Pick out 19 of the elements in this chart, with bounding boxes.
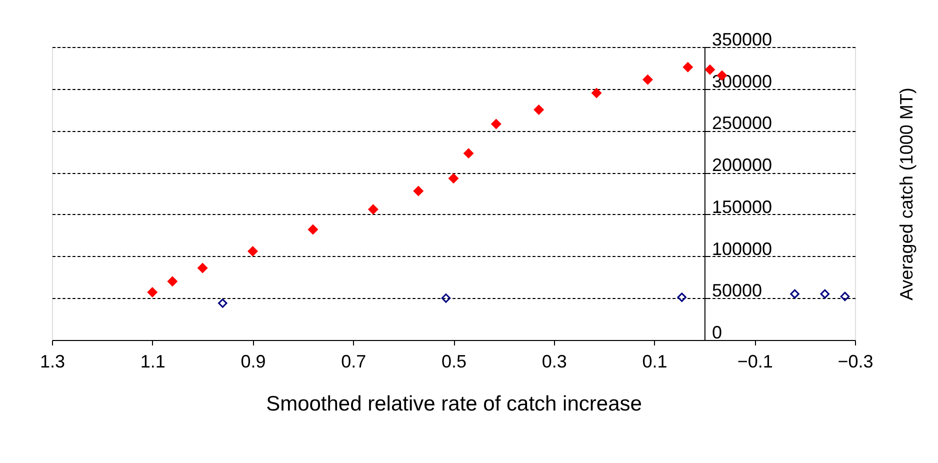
x-tick-label: 1.3 bbox=[40, 352, 66, 372]
y-tick-label: 0 bbox=[712, 322, 722, 342]
x-tick-label: 0.5 bbox=[441, 352, 467, 372]
y-tick-label: 100000 bbox=[712, 238, 772, 259]
y-tick-label: 250000 bbox=[712, 113, 772, 134]
x-tick-label: 0.7 bbox=[341, 352, 366, 372]
y-tick-label: 300000 bbox=[712, 71, 772, 92]
y-tick-label: 150000 bbox=[712, 196, 772, 217]
y-axis-title: Averaged catch (1000 MT) bbox=[896, 88, 916, 300]
y-tick-label: 350000 bbox=[712, 30, 772, 50]
x-tick-label: 1.1 bbox=[140, 352, 166, 372]
x-tick-label: 0.3 bbox=[542, 352, 567, 372]
y-tick-label: 200000 bbox=[712, 155, 772, 176]
x-tick-label: 0.1 bbox=[642, 352, 668, 372]
x-tick-label: 0.9 bbox=[240, 352, 266, 372]
x-axis-title: Smoothed relative rate of catch increase bbox=[266, 392, 642, 416]
x-tick-label: −0.1 bbox=[737, 352, 773, 372]
y-tick-label: 50000 bbox=[712, 280, 762, 301]
x-tick-label: −0.3 bbox=[838, 352, 874, 372]
